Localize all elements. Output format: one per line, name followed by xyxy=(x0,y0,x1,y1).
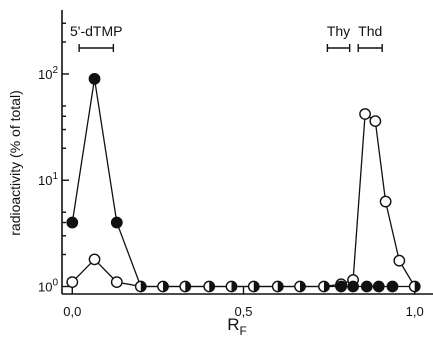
y-tick-exp: 1 xyxy=(52,171,58,182)
data-point-filled xyxy=(347,280,359,293)
y-tick-base: 10 xyxy=(38,67,52,82)
x-axis-title-main: R xyxy=(227,315,239,334)
y-tick-exp: 2 xyxy=(52,65,58,76)
marker-label: Thy xyxy=(327,23,350,39)
data-point-overlap-half xyxy=(140,281,146,292)
y-axis-title: radioactivity (% of total) xyxy=(7,90,23,236)
data-point-open xyxy=(393,254,406,267)
data-point-overlap-half xyxy=(231,281,237,292)
data-point-overlap-half xyxy=(185,281,191,292)
data-point-overlap-half xyxy=(323,281,330,292)
marker-label: 5'-dTMP xyxy=(70,23,122,39)
y-tick-label: 102 xyxy=(38,65,58,82)
plot-frame xyxy=(61,10,433,295)
data-point-open xyxy=(88,253,101,266)
data-point-open xyxy=(110,276,123,289)
data-point-filled xyxy=(66,216,79,229)
series-line-open-circle xyxy=(71,112,416,288)
data-point-overlap-half xyxy=(277,281,283,292)
data-point-open xyxy=(66,276,79,289)
data-point-filled xyxy=(386,280,399,293)
x-tick-label: 1,0 xyxy=(406,304,424,319)
data-point-open xyxy=(359,108,371,120)
y-tick-base: 10 xyxy=(38,173,52,188)
marker-label: Thd xyxy=(358,23,382,39)
y-tick-label: 100 xyxy=(38,277,58,294)
x-axis-title: RF xyxy=(227,315,247,338)
data-point-filled xyxy=(372,280,385,293)
x-ticks: 0,0 0,5 1,0 xyxy=(63,287,424,319)
y-tick-label: 101 xyxy=(38,171,58,188)
data-point-overlap-half xyxy=(163,281,169,292)
data-point-filled xyxy=(335,280,347,293)
data-point-open xyxy=(369,115,382,128)
data-points xyxy=(66,72,421,293)
data-point-open xyxy=(379,195,392,208)
y-tick-exp: 0 xyxy=(52,277,58,288)
x-tick-label: 0,5 xyxy=(234,304,252,319)
data-point-filled xyxy=(88,72,101,85)
reference-markers: 5'-dTMP Thy Thd xyxy=(70,23,383,52)
y-tick-base: 10 xyxy=(38,279,52,294)
data-point-overlap-half xyxy=(414,281,420,292)
data-point-overlap-half xyxy=(300,281,306,292)
data-point-overlap-half xyxy=(209,281,215,292)
x-axis-title-sub: F xyxy=(239,324,246,338)
data-point-filled xyxy=(110,216,123,229)
data-point-filled xyxy=(360,280,373,293)
x-tick-label: 0,0 xyxy=(63,304,81,319)
data-point-overlap-half xyxy=(253,281,259,292)
